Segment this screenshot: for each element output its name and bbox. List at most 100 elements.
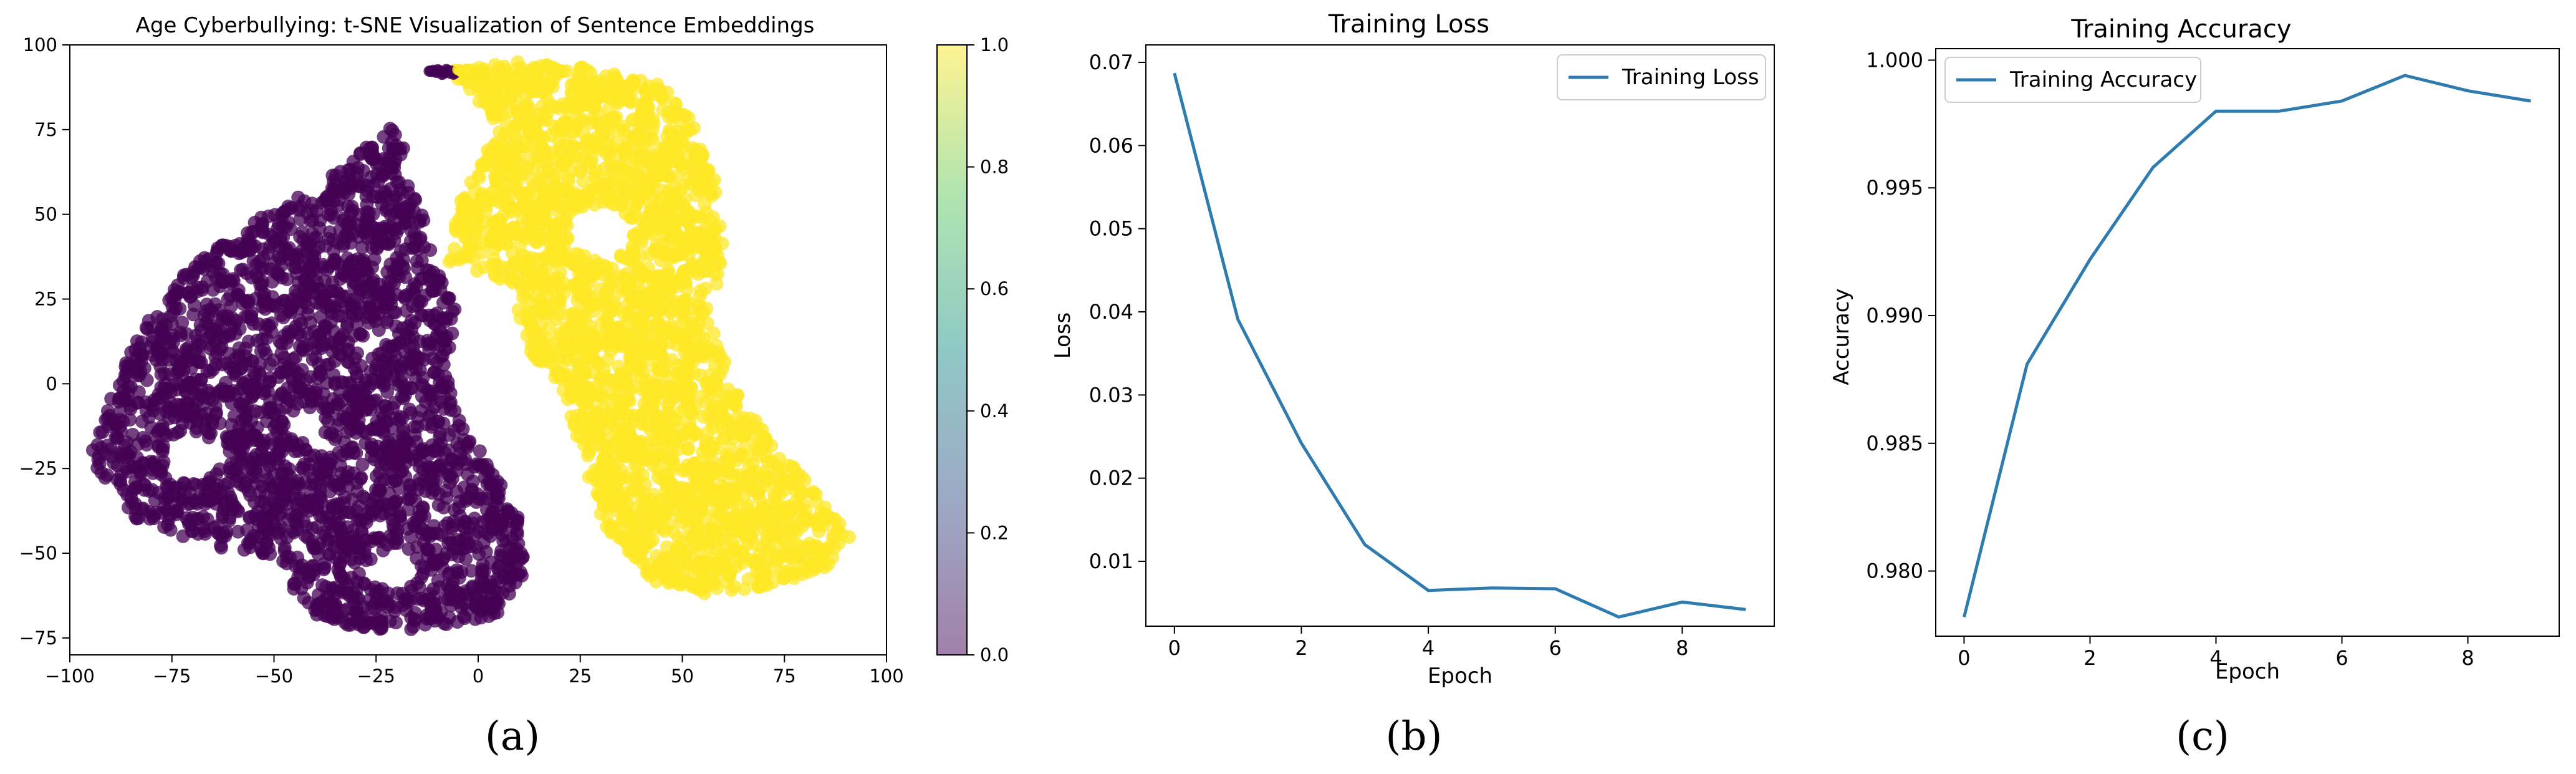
tsne-point-class-1: [725, 535, 739, 549]
tsne-point-class-0: [407, 519, 421, 533]
tsne-point-class-0: [227, 409, 241, 423]
tsne-point-class-0: [235, 400, 249, 414]
tsne-point-class-0: [241, 374, 255, 388]
tsne-point-class-0: [321, 405, 335, 419]
tsne-point-class-1: [638, 373, 653, 387]
tsne-point-class-1: [835, 528, 849, 542]
tsne-point-class-1: [673, 327, 687, 341]
tsne-point-class-0: [352, 617, 366, 632]
tsne-point-class-0: [223, 288, 238, 302]
tsne-point-class-0: [408, 606, 422, 620]
tsne-point-class-0: [413, 334, 427, 349]
tsne-point-class-0: [408, 347, 422, 362]
tsne-point-class-1: [532, 216, 546, 231]
tsne-point-class-1: [685, 321, 699, 335]
tsne-point-class-0: [299, 264, 313, 279]
tsne-point-class-1: [457, 192, 471, 206]
tsne-point-class-1: [607, 274, 620, 288]
tsne-point-class-0: [383, 160, 398, 174]
tsne-point-class-0: [143, 511, 157, 526]
tsne-point-class-0: [334, 165, 348, 179]
tsne-point-class-0: [448, 302, 462, 316]
tsne-point-class-0: [423, 336, 438, 350]
tsne-point-class-1: [511, 302, 526, 317]
tsne-point-class-0: [325, 275, 340, 289]
tsne-point-class-0: [345, 307, 360, 322]
tsne-point-class-1: [650, 379, 663, 394]
tsne-point-class-1: [549, 291, 564, 305]
tsne-point-class-1: [681, 357, 694, 372]
tsne-point-class-0: [501, 506, 516, 520]
tsne-point-class-0: [175, 316, 190, 330]
tsne-point-class-1: [493, 189, 507, 203]
tsne-point-class-0: [214, 538, 228, 553]
tsne-point-class-1: [705, 244, 719, 258]
tsne-point-class-0: [322, 547, 336, 561]
tsne-point-class-0: [267, 256, 282, 271]
tsne-point-class-0: [345, 417, 359, 431]
tsne-point-class-1: [508, 71, 522, 85]
tsne-point-class-0: [415, 253, 429, 268]
tsne-point-class-0: [448, 584, 462, 598]
tsne-point-class-1: [706, 326, 721, 341]
tsne-point-class-0: [135, 502, 149, 516]
tsne-point-class-0: [389, 616, 403, 630]
tsne-point-class-0: [341, 538, 355, 552]
tsne-point-class-0: [392, 269, 406, 284]
tsne-point-class-0: [451, 541, 466, 556]
tsne-point-class-1: [529, 289, 544, 304]
tsne-point-class-0: [396, 422, 410, 436]
tsne-point-class-0: [507, 542, 521, 556]
tsne-point-class-0: [300, 576, 314, 590]
tsne-point-class-0: [257, 384, 272, 399]
tsne-point-class-0: [305, 559, 319, 573]
tsne-point-class-0: [258, 465, 272, 480]
tsne-point-class-1: [559, 369, 572, 384]
tsne-point-class-0: [414, 509, 428, 523]
tsne-point-class-0: [120, 488, 135, 502]
tsne-point-class-1: [650, 506, 664, 520]
tsne-point-class-1: [658, 524, 672, 538]
tsne-point-class-0: [158, 387, 173, 401]
tsne-point-class-0: [307, 324, 321, 339]
tsne-point-class-0: [169, 505, 183, 519]
tsne-point-class-1: [515, 278, 529, 292]
tsne-point-class-1: [768, 505, 782, 519]
tsne-point-class-0: [348, 277, 363, 291]
tsne-point-class-0: [334, 294, 348, 309]
tsne-point-class-0: [213, 266, 227, 281]
tsne-point-class-0: [365, 422, 379, 437]
tsne-point-class-0: [489, 512, 504, 526]
tsne-point-class-0: [452, 414, 466, 428]
tsne-point-class-0: [466, 516, 480, 531]
tsne-point-class-1: [809, 487, 823, 501]
tsne-point-class-0: [405, 362, 419, 377]
tsne-point-class-0: [395, 390, 409, 404]
tsne-point-class-0: [194, 372, 208, 387]
tsne-point-class-0: [230, 503, 244, 517]
tsne-point-class-1: [769, 554, 784, 568]
tsne-point-class-0: [431, 274, 446, 288]
tsne-point-class-0: [185, 271, 199, 284]
tsne-point-class-0: [368, 580, 382, 594]
tsne-point-class-0: [486, 522, 500, 536]
tsne-point-class-0: [203, 341, 217, 356]
tsne-point-class-0: [315, 341, 329, 355]
tsne-point-class-0: [163, 523, 178, 537]
tsne-point-class-0: [328, 183, 342, 198]
tsne-point-class-1: [516, 290, 530, 304]
tsne-point-class-0: [420, 528, 435, 543]
tsne-point-class-1: [779, 500, 794, 515]
tsne-point-class-0: [350, 476, 364, 490]
tsne-point-class-1: [631, 460, 645, 475]
tsne-point-class-0: [432, 459, 446, 473]
tsne-point-class-0: [445, 521, 459, 535]
tsne-point-class-1: [657, 551, 671, 566]
tsne-point-class-1: [759, 516, 773, 531]
tsne-point-class-0: [264, 325, 279, 339]
tsne-point-class-0: [127, 460, 141, 474]
tsne-point-class-0: [252, 365, 266, 379]
tsne-point-class-0: [186, 477, 201, 491]
tsne-point-class-0: [125, 427, 140, 442]
tsne-point-class-1: [579, 412, 592, 425]
